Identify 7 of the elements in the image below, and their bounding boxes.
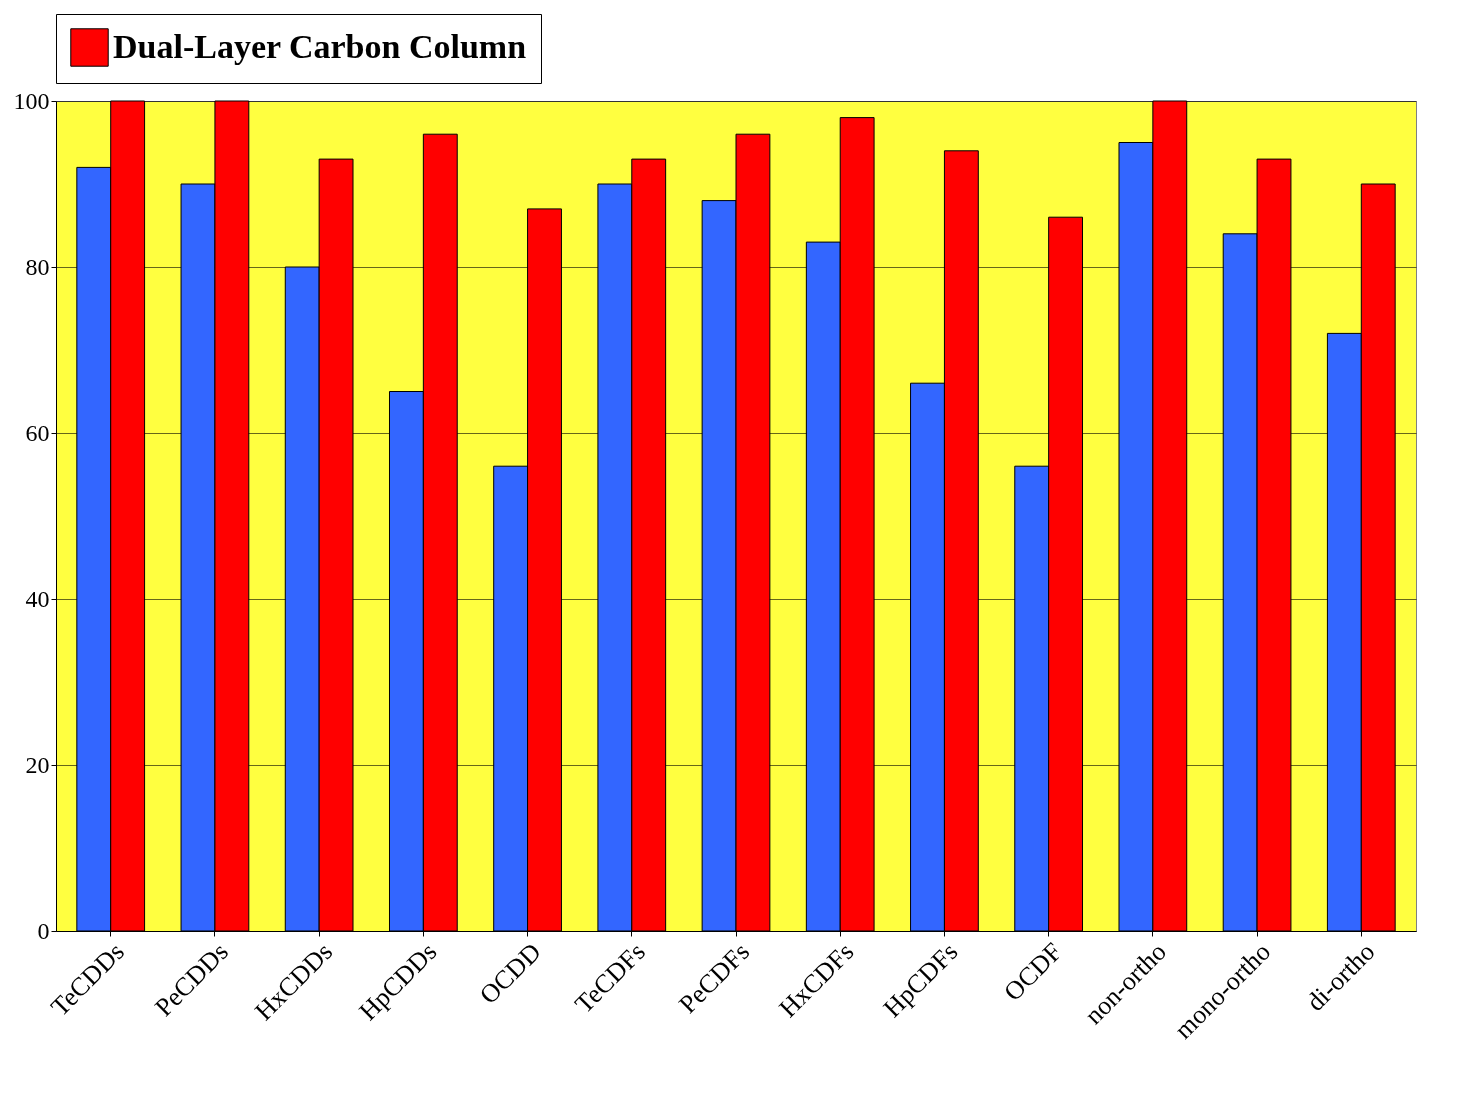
y-tick-label: 40 <box>25 585 50 612</box>
y-tick-label: 20 <box>25 751 50 778</box>
legend-label: Dual-Layer Carbon Column <box>113 27 527 65</box>
y-tick-label: 60 <box>25 419 50 446</box>
y-tick-label: 80 <box>25 253 50 280</box>
y-tick-label: 0 <box>37 917 50 944</box>
y-tick-label: 100 <box>13 87 50 114</box>
